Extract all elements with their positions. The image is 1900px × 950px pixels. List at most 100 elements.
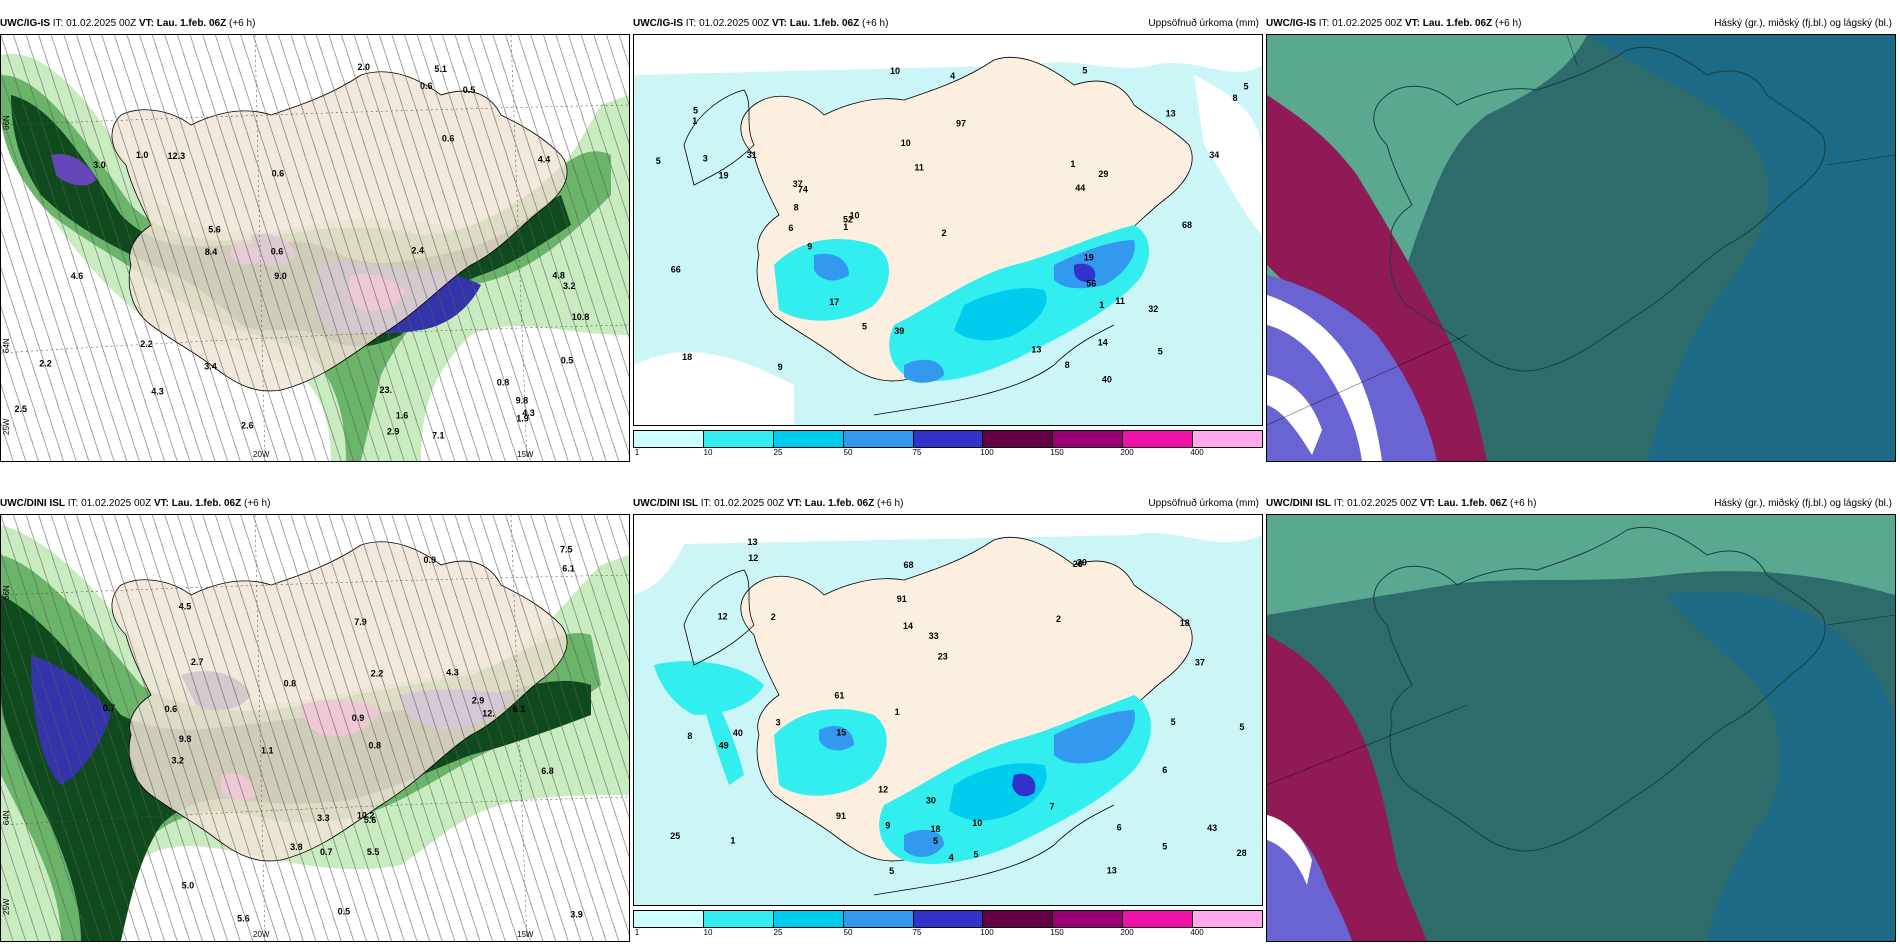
- map-value-label: 2.0: [358, 62, 371, 72]
- map-value-label: 3.0: [93, 160, 106, 170]
- map-value-label: 19: [719, 171, 729, 181]
- svg-text:25W: 25W: [2, 898, 11, 915]
- map-value-label: 0.5: [463, 85, 476, 95]
- map-value-label: 6: [788, 223, 793, 233]
- colorbar-seg: [913, 911, 984, 927]
- map-value-label: 3: [776, 717, 781, 727]
- colorbar-seg: [773, 431, 844, 447]
- colorbar-seg: [1053, 431, 1124, 447]
- map-value-label: 2.2: [140, 339, 153, 349]
- colorbar-seg: [1123, 911, 1194, 927]
- map-value-label: 5: [693, 106, 698, 116]
- map-value-label: 9.8: [179, 734, 192, 744]
- map-value-label: 10: [890, 66, 900, 76]
- map-value-label: 12: [748, 553, 758, 563]
- map-value-label: 44: [1075, 183, 1085, 193]
- panel-igis-precip: UWC/IG-IS IT: 01.02.2025 00Z VT: Lau. 1.…: [633, 14, 1263, 464]
- map-value-label: 91: [836, 811, 846, 821]
- cloud-map: [1267, 35, 1895, 461]
- colorbar-seg: [843, 911, 914, 927]
- map-value-label: 0.6: [420, 81, 433, 91]
- colorbar-seg: [1123, 431, 1194, 447]
- map-value-label: 5: [1171, 717, 1176, 727]
- map-value-label: 9: [885, 821, 890, 831]
- map-value-label: 14: [1098, 338, 1108, 348]
- map-value-label: 15: [836, 728, 846, 738]
- map-value-label: 5.6: [237, 914, 250, 924]
- map-value-label: 4.8: [552, 270, 565, 280]
- map-value-label: 17: [829, 297, 839, 307]
- map-value-label: 13: [1107, 865, 1117, 875]
- map-value-label: 3: [703, 154, 708, 164]
- map-value-label: 0.5: [561, 355, 574, 365]
- map-value-label: 12.3: [168, 151, 186, 161]
- colorbar-seg: [843, 431, 914, 447]
- map-value-label: 9: [778, 362, 783, 372]
- map-value-label: 0.8: [497, 377, 510, 387]
- map-value-label: 1: [1070, 159, 1075, 169]
- map-value-label: 18: [931, 824, 941, 834]
- map-value-label: 26: [1073, 559, 1083, 569]
- colorbar-seg: [913, 431, 984, 447]
- map-value-label: 1: [1099, 300, 1104, 310]
- map-value-label: 7.5: [560, 545, 573, 555]
- map-value-label: 19: [1084, 253, 1094, 263]
- panel-igis-clouds: UWC/IG-IS IT: 01.02.2025 00Z VT: Lau. 1.…: [1266, 14, 1896, 464]
- map-value-label: 12: [878, 784, 888, 794]
- panel-dini-precip: UWC/DINI ISL IT: 01.02.2025 00Z VT: Lau.…: [633, 494, 1263, 944]
- map-value-label: 4.3: [446, 668, 459, 678]
- map-value-label: 5: [1158, 346, 1163, 356]
- precip-colorbar: [633, 430, 1263, 448]
- map-value-label: 7.9: [354, 617, 367, 627]
- map-value-label: 10: [972, 818, 982, 828]
- map-value-label: 37: [793, 179, 803, 189]
- precip-map: 69 10121315182114513823374025285182643496…: [634, 515, 1262, 905]
- map-value-label: 5.5: [367, 847, 380, 857]
- map-value-label: 3.4: [204, 362, 217, 372]
- map-value-label: 13: [1031, 345, 1041, 355]
- map-value-label: 3.2: [172, 756, 185, 766]
- svg-text:20W: 20W: [253, 930, 270, 939]
- map-value-label: 5.6: [208, 225, 221, 235]
- colorbar-seg: [1193, 911, 1263, 927]
- map-value-label: 11: [1115, 296, 1125, 306]
- map-value-label: 2.9: [387, 426, 400, 436]
- lead-time: (+6 h): [229, 18, 256, 29]
- map-value-label: 10.2: [357, 810, 375, 820]
- wind-precip-map: 1.6 2.4 3.0 4.6 4.3 2.9 2.2 4.8 5.6 3.4 2.5 2.0 0.5 4…: [1, 35, 629, 461]
- map-frame: 10 10 11 14 3 1 9 8 8 9 10 13 34 44 37 40 6 32 5 17 29 66 74 52…: [633, 34, 1263, 426]
- map-value-label: 2: [771, 612, 776, 622]
- map-value-label: 25: [670, 831, 680, 841]
- map-value-label: 11: [914, 163, 924, 173]
- map-value-label: 0.8: [284, 679, 297, 689]
- colorbar-seg: [703, 431, 774, 447]
- map-value-label: 18: [1180, 618, 1190, 628]
- map-value-label: 34: [1209, 150, 1219, 160]
- map-value-label: 28: [1237, 848, 1247, 858]
- map-value-label: 6: [1162, 765, 1167, 775]
- svg-text:15W: 15W: [517, 930, 534, 939]
- map-value-label: 13: [1166, 109, 1176, 119]
- map-value-label: 1.0: [136, 150, 149, 160]
- map-value-label: 1: [730, 836, 735, 846]
- map-value-label: 43: [1207, 823, 1217, 833]
- map-value-label: 1: [843, 222, 848, 232]
- map-frame: 6 9 10 12 13 15 18 2 1 14 5 13 8 23 37 40 25 28 5 18 26 43 49 6…: [633, 514, 1263, 906]
- map-value-label: 18: [682, 352, 692, 362]
- map-value-label: 68: [1182, 220, 1192, 230]
- panel-title: UWC/DINI ISL IT: 01.02.2025 00Z VT: Lau.…: [0, 498, 271, 509]
- map-value-label: 9.8: [516, 396, 529, 406]
- colorbar-seg: [773, 911, 844, 927]
- map-value-label: 1.6: [396, 411, 409, 421]
- map-value-label: 4.4: [538, 155, 551, 165]
- map-value-label: 8.4: [205, 247, 218, 257]
- map-value-label: 2.4: [411, 246, 424, 256]
- svg-text:64N: 64N: [2, 810, 11, 825]
- map-value-label: 4.3: [151, 387, 164, 397]
- map-value-label: 40: [733, 728, 743, 738]
- map-value-label: 8: [1233, 93, 1238, 103]
- map-value-label: 0.7: [320, 847, 333, 857]
- map-value-label: 91: [897, 594, 907, 604]
- map-value-label: 7.1: [432, 430, 445, 440]
- panel-title: UWC/IG-IS IT: 01.02.2025 00Z VT: Lau. 1.…: [0, 18, 256, 29]
